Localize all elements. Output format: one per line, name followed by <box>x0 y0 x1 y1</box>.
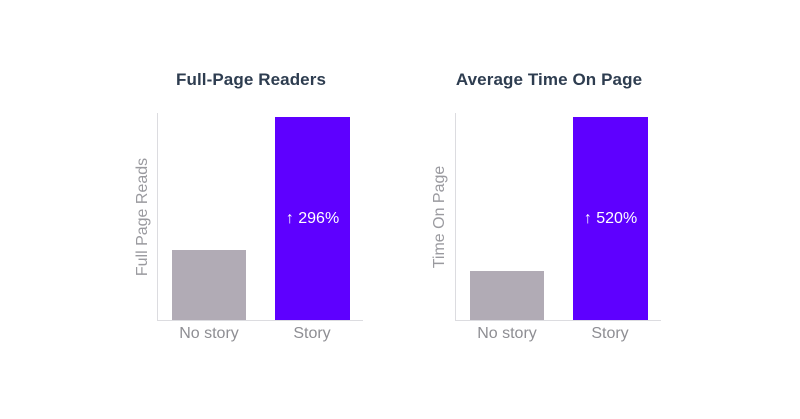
chart-average-time-on-page: Average Time On Page Time On Page ↑ 520%… <box>398 0 698 419</box>
increase-annotation: ↑ 520% <box>583 209 638 227</box>
bar-story: ↑ 520% <box>573 117 648 320</box>
x-label-story: Story <box>591 325 629 342</box>
x-axis <box>157 320 363 321</box>
y-axis-label: Full Page Reads <box>134 157 151 277</box>
y-axis <box>455 113 456 321</box>
y-axis <box>157 113 158 321</box>
x-label-no-story: No story <box>477 325 537 342</box>
bar-no-story <box>470 271 544 320</box>
x-label-no-story: No story <box>179 325 239 342</box>
bar-no-story <box>172 249 246 320</box>
bar-story: ↑ 296% <box>275 117 350 320</box>
x-axis <box>455 320 661 321</box>
chart-title: Full-Page Readers <box>175 70 327 89</box>
increase-annotation: ↑ 296% <box>285 209 340 227</box>
x-label-story: Story <box>293 325 331 342</box>
chart-full-page-readers: Full-Page Readers Full Page Reads ↑ 296%… <box>100 0 400 419</box>
chart-title: Average Time On Page <box>455 70 643 89</box>
y-axis-label: Time On Page <box>431 165 448 269</box>
